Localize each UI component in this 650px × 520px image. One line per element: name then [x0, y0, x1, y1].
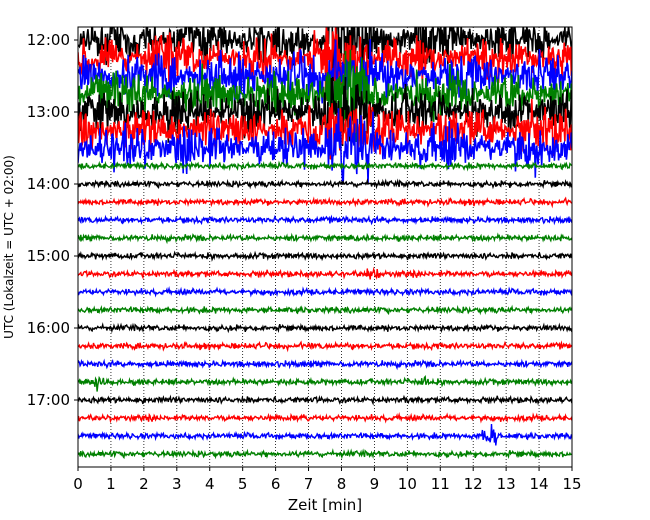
- x-tick-label: 1: [106, 475, 116, 493]
- seismic-trace: [78, 286, 572, 298]
- x-tick-label: 2: [139, 475, 149, 493]
- seismic-trace: [78, 394, 572, 406]
- plot-frame: [77, 26, 573, 468]
- y-axis-title: UTC (Lokalzeit = UTC + 02:00): [2, 155, 16, 339]
- y-axis-ticks: 12:00 13:00 14:00 15:00 16:00 17:00: [27, 31, 78, 409]
- seismic-trace: [78, 322, 572, 334]
- seismic-trace: [78, 448, 572, 460]
- seismic-trace: [78, 178, 572, 190]
- seismic-trace: [78, 108, 572, 186]
- seismic-trace: [78, 412, 572, 424]
- seismic-trace: [78, 160, 572, 172]
- seismic-trace: [78, 196, 572, 209]
- grid-lines: [110, 27, 540, 467]
- seismic-trace: [78, 76, 572, 160]
- x-tick-label: 0: [73, 475, 83, 493]
- seismic-trace: [78, 266, 572, 280]
- x-tick-label: 8: [337, 475, 347, 493]
- x-axis-title: Zeit [min]: [288, 496, 362, 514]
- x-tick-label: 5: [238, 475, 248, 493]
- x-tick-label: 15: [562, 475, 581, 493]
- y-tick-label: 14:00: [27, 175, 70, 193]
- y-tick-label: 12:00: [27, 31, 70, 49]
- traces: [78, 27, 572, 460]
- seismic-trace: [78, 232, 572, 245]
- seismic-trace: [78, 214, 572, 226]
- seismic-trace: [78, 39, 572, 109]
- seismic-trace: [78, 304, 572, 316]
- seismic-trace: [78, 250, 572, 262]
- seismic-trace: [78, 423, 572, 446]
- y-tick-label: 15:00: [27, 247, 70, 265]
- x-tick-label: 9: [370, 475, 380, 493]
- seismic-trace: [78, 98, 572, 160]
- x-tick-label: 10: [398, 475, 417, 493]
- x-tick-label: 14: [530, 475, 549, 493]
- seismic-trace: [78, 340, 572, 353]
- x-tick-label: 4: [205, 475, 215, 493]
- seismic-trace: [78, 358, 572, 371]
- seismic-trace: [78, 27, 572, 100]
- x-tick-label: 13: [497, 475, 516, 493]
- y-tick-label: 17:00: [27, 391, 70, 409]
- x-axis-ticks: 0 1 2 3 4 5 6 7 8 9 10 11 12 13 14 15: [73, 467, 582, 493]
- x-tick-label: 11: [431, 475, 450, 493]
- y-tick-label: 13:00: [27, 103, 70, 121]
- x-tick-label: 7: [304, 475, 314, 493]
- y-tick-label: 16:00: [27, 319, 70, 337]
- seismic-trace: [78, 375, 572, 392]
- x-tick-label: 3: [172, 475, 182, 493]
- x-tick-label: 6: [271, 475, 281, 493]
- x-tick-label: 12: [464, 475, 483, 493]
